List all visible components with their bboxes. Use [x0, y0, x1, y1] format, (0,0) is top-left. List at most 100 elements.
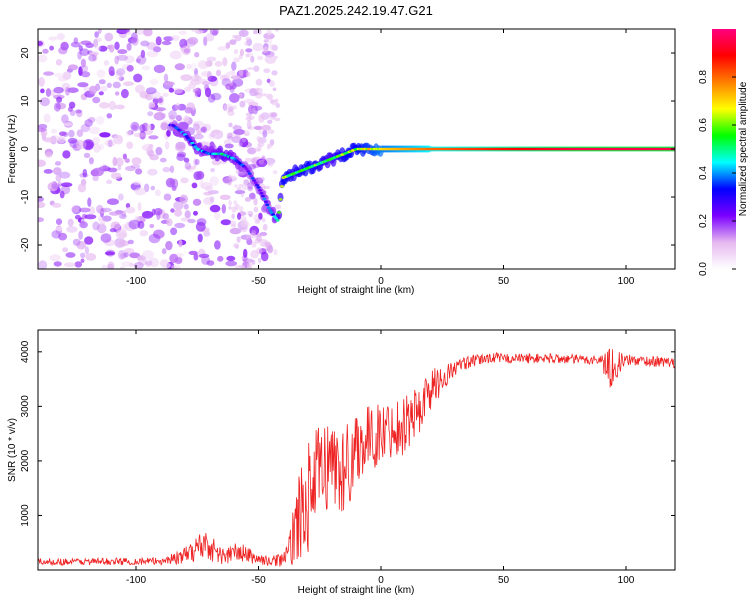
spectrogram-ridge-core: [280, 185, 284, 188]
spectrogram-noise-blob: [149, 223, 155, 229]
spectrogram-ridge-core: [250, 176, 255, 180]
spectrogram-noise-blob: [96, 204, 104, 214]
spectrogram-noise-blob: [67, 87, 79, 93]
spectrogram-noise-blob: [224, 143, 234, 149]
spectrogram-noise-blob: [153, 64, 166, 74]
spectrogram-noise-blob: [257, 138, 264, 143]
spectrogram-noise-blob: [211, 159, 222, 166]
spectrogram-noise-blob: [118, 193, 124, 201]
spectrogram-noise-blob: [234, 124, 238, 128]
spectrogram-noise-blob: [56, 96, 63, 103]
snr-panel: -100 -50 0 50 100 1000 2000 3000 4000 Height of…: [7, 329, 676, 596]
spectrogram-noise-blob: [235, 134, 241, 140]
spectrogram-noise-blob: [208, 132, 218, 140]
spectrogram-noise-blob: [94, 31, 99, 38]
spectrogram-noise-blob: [226, 255, 236, 262]
spectrogram-x-tick-label: -50: [251, 276, 266, 287]
spectrogram-noise-blob: [160, 122, 169, 131]
spectrogram-noise-blob: [109, 228, 117, 233]
spectrogram-noise-blob: [184, 210, 191, 219]
spectrogram-noise-blob: [56, 226, 63, 232]
spectrogram-noise-blob: [60, 41, 69, 51]
spectrogram-ridge-core: [253, 181, 258, 185]
spectrogram-noise-blob: [241, 31, 245, 37]
spectrogram-noise-blob: [163, 73, 169, 83]
spectrogram-ridge-core: [275, 219, 280, 222]
spectrogram-noise-blob: [89, 51, 99, 57]
spectrogram-noise-blob: [171, 178, 179, 189]
spectrogram-noise-blob: [139, 130, 146, 140]
spectrogram-noise-blob: [162, 166, 171, 173]
spectrogram-ridge-core: [268, 209, 273, 212]
colorbar-scale: [712, 29, 736, 269]
spectrogram-noise-blob: [162, 213, 169, 220]
spectrogram-noise-blob: [55, 174, 62, 182]
spectrogram-noise-blob: [228, 122, 233, 128]
spectrogram-noise-blob: [141, 65, 151, 71]
spectrogram-noise-blob: [245, 53, 250, 58]
spectrogram-noise-blob: [214, 60, 223, 67]
colorbar-tick-label: 0.0: [698, 262, 709, 276]
spectrogram-noise-blob: [99, 132, 111, 138]
spectrogram-noise-blob: [163, 193, 172, 201]
snr-series-line: [38, 348, 675, 567]
spectrogram-noise-blob: [124, 158, 130, 164]
spectrogram-noise-blob: [229, 81, 234, 86]
spectrogram-noise-blob: [203, 191, 213, 196]
spectrogram-noise-blob: [135, 29, 146, 35]
spectrogram-noise-blob: [110, 172, 122, 180]
spectrogram-noise-blob: [77, 82, 89, 88]
spectrogram-noise-blob: [43, 169, 53, 174]
spectrogram-noise-blob: [133, 262, 144, 269]
spectrogram-noise-blob: [92, 221, 100, 231]
spectrogram-noise-blob: [188, 250, 198, 256]
spectrogram-noise-blob: [98, 91, 104, 96]
spectrogram-noise-blob: [274, 29, 280, 32]
snr-y-tick-label: 3000: [20, 395, 31, 418]
spectrogram-noise-blob: [194, 52, 200, 58]
spectrogram-noise-blob: [244, 157, 253, 163]
spectrogram-noise-blob: [206, 260, 215, 266]
spectrogram-noise-blob: [152, 46, 162, 53]
spectrogram-noise-blob: [92, 175, 99, 182]
spectrogram-noise-blob: [155, 146, 163, 156]
spectrogram-noise-blob: [117, 49, 128, 55]
spectrogram-noise-blob: [193, 210, 198, 216]
spectrogram-noise-blob: [263, 39, 269, 43]
spectrogram-noise-blob: [88, 54, 97, 62]
spectrogram-noise-blob: [153, 229, 165, 239]
spectrogram-noise-blob: [264, 241, 271, 247]
spectrogram-noise-blob: [59, 131, 67, 136]
spectrogram-noise-blob: [113, 134, 124, 145]
spectrogram-noise-blob: [214, 212, 221, 220]
spectrogram-noise-blob: [84, 236, 94, 245]
spectrogram-noise-blob: [274, 98, 279, 103]
spectrogram-noise-blob: [114, 41, 120, 50]
spectrogram-noise-blob: [183, 48, 190, 54]
spectrogram-ridge-core: [249, 174, 254, 178]
spectrogram-noise-blob: [194, 90, 199, 97]
spectrogram-noise-blob: [161, 248, 167, 255]
spectrogram-noise-blob: [72, 238, 81, 246]
spectrogram-noise-blob: [258, 177, 265, 182]
spectrogram-noise-blob: [88, 157, 94, 165]
spectrogram-noise-blob: [201, 126, 208, 134]
spectrogram-noise-blob: [74, 261, 83, 268]
spectrogram-noise-blob: [232, 34, 237, 39]
spectrogram-noise-blob: [149, 257, 160, 268]
spectrogram-noise-blob: [159, 157, 167, 163]
spectrogram-noise-blob: [82, 139, 95, 150]
spectrogram-noise-blob: [195, 221, 206, 232]
spectrogram-noise-blob: [55, 102, 67, 110]
spectrogram-noise-blob: [214, 240, 221, 250]
spectrogram-noise-blob: [230, 175, 237, 180]
spectrogram-ridge-core: [256, 186, 261, 189]
spectrogram-noise-blob: [48, 36, 58, 41]
spectrogram-noise-blob: [108, 100, 117, 111]
spectrogram-noise-blob: [95, 115, 105, 125]
spectrogram-noise-blob: [255, 234, 263, 242]
spectrogram-ridge-core: [258, 189, 262, 192]
spectrogram-noise-blob: [98, 102, 110, 109]
spectrogram-noise-blob: [201, 255, 211, 265]
